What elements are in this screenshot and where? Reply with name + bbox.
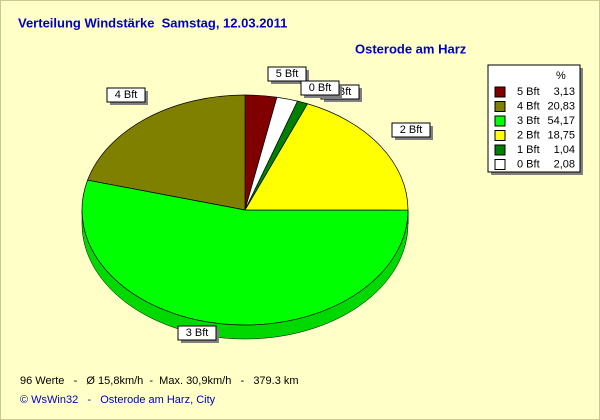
legend-swatch — [494, 144, 506, 156]
label-box — [300, 80, 340, 96]
label-box — [267, 66, 307, 82]
slice — [81, 179, 409, 326]
slice — [87, 94, 246, 211]
label-box — [106, 87, 146, 103]
pie — [81, 94, 409, 340]
legend-value: 18,75 — [547, 129, 575, 141]
label-box — [177, 325, 217, 341]
stats-text: 96 Werte - Ø 15,8km/h - Max. 30,9km/h - … — [20, 375, 299, 387]
footer-text: © WsWin32 - Osterode am Harz, City — [20, 394, 216, 406]
slice-label: 0 Bft — [309, 82, 332, 94]
legend-swatch — [494, 130, 506, 141]
slice — [244, 103, 409, 211]
legend-label: 3 Bft — [517, 115, 540, 127]
legend-value: 54,17 — [547, 115, 575, 127]
legend-value: 20,83 — [547, 100, 575, 112]
legend-swatch — [494, 101, 506, 112]
legend-title: % — [556, 70, 566, 82]
legend-label: 5 Bft — [517, 86, 540, 98]
legend-label: 0 Bft — [517, 158, 540, 170]
legend-label: 4 Bft — [517, 100, 540, 112]
legend-label: 2 Bft — [517, 129, 540, 141]
legend-value: 2,08 — [554, 158, 575, 170]
slice — [244, 96, 298, 211]
slice-label: 2 Bft — [400, 124, 423, 136]
chart-subtitle: Osterode am Harz — [355, 41, 467, 56]
chart-title: Verteilung Windstärke Samstag, 12.03.201… — [18, 15, 287, 30]
slice-label: 5 Bft — [276, 68, 299, 80]
legend-swatch — [494, 159, 506, 170]
label-box — [391, 122, 431, 138]
legend-entries: 5 Bft 3,13 4 Bft 20,83 3 Bft 54,17 2 Bft 18,75 1… — [494, 86, 575, 170]
slice-label: 3 Bft — [186, 327, 209, 339]
legend-value: 1,04 — [554, 144, 575, 156]
legend-label: 1 Bft — [517, 144, 540, 156]
legend-swatch — [494, 86, 506, 98]
legend-value: 3,13 — [554, 86, 575, 98]
legend-swatch — [494, 115, 506, 127]
slice-label: 4 Bft — [115, 89, 138, 101]
